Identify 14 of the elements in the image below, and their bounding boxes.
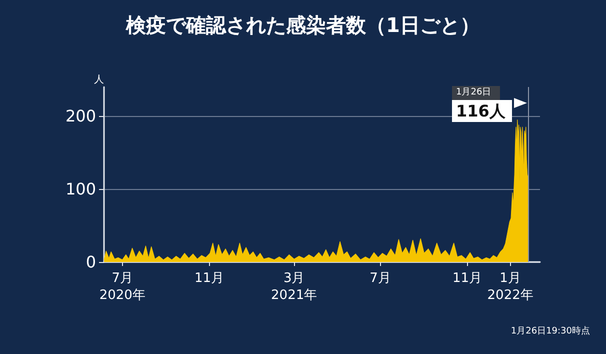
text: 1月26日19:30時点 [510,326,590,336]
x-tick-label: 7月 [370,271,391,286]
x-tick-label: 7月 2020年 [99,271,146,303]
x-tick-label: 11月 [194,271,224,286]
y-tick-label: 100 [65,180,96,199]
x-tick-label: 3月 2021年 [271,271,318,303]
annotation: 1月26日 [456,88,492,98]
chart-title: 検疫で確認された感染者数（1日ごと） [125,13,480,37]
y-tick-label: 200 [65,106,96,126]
x-tick-label: 11月 [452,271,482,286]
x-tick-label: 1月 2022年 [487,271,534,303]
y-axis-title: 人 [94,74,104,86]
y-tick-label: 0 [86,252,96,272]
annotation: 116人 [456,102,506,120]
